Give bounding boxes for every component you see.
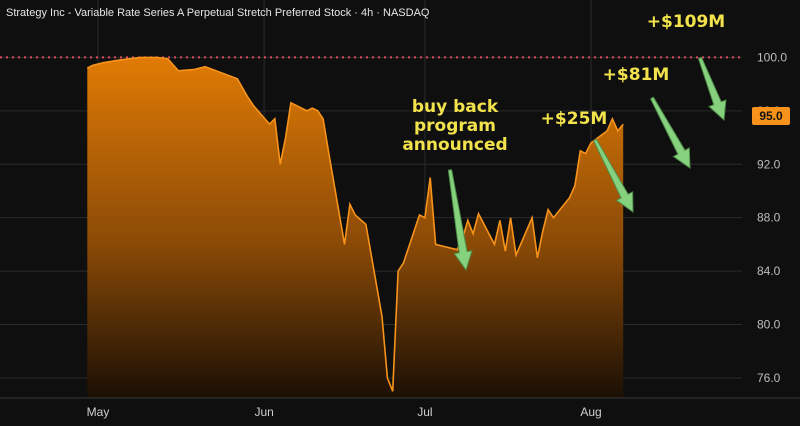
y-tick-label: 84.0 [757,264,781,278]
arrow-buyback [447,169,473,272]
x-tick-label: May [87,405,110,419]
y-tick-label: 100.0 [757,50,787,64]
annotation-1-line: +$25M [541,109,608,129]
last-price-badge: 95.0 [752,107,790,125]
x-tick-label: Jun [254,405,273,419]
annotation-3-line: +$109M [647,12,725,32]
annotation-2-line: +$81M [603,65,670,85]
x-axis: May Jun Jul Aug [0,397,800,419]
price-area-fill [87,57,624,399]
arrow-25m [592,138,634,213]
arrow-109m [697,56,727,122]
arrow-81m [649,96,691,169]
annotation-0-line: announced [402,135,507,155]
y-tick-label: 88.0 [757,211,781,225]
last-price-label: 95.0 [759,109,783,123]
last-price-badge-bg [752,107,790,125]
annotation-0-line: buy back [412,97,499,117]
x-tick-label: Aug [580,405,601,419]
y-tick-label: 92.0 [757,157,781,171]
price-line [86,56,624,392]
y-tick-label: 76.0 [757,371,781,385]
y-tick-label: 80.0 [757,318,781,332]
chart-title: Strategy Inc - Variable Rate Series A Pe… [6,7,430,19]
annotation-0-line: program [414,116,496,136]
x-tick-label: Jul [417,405,432,419]
annotation-arrows [447,56,727,272]
